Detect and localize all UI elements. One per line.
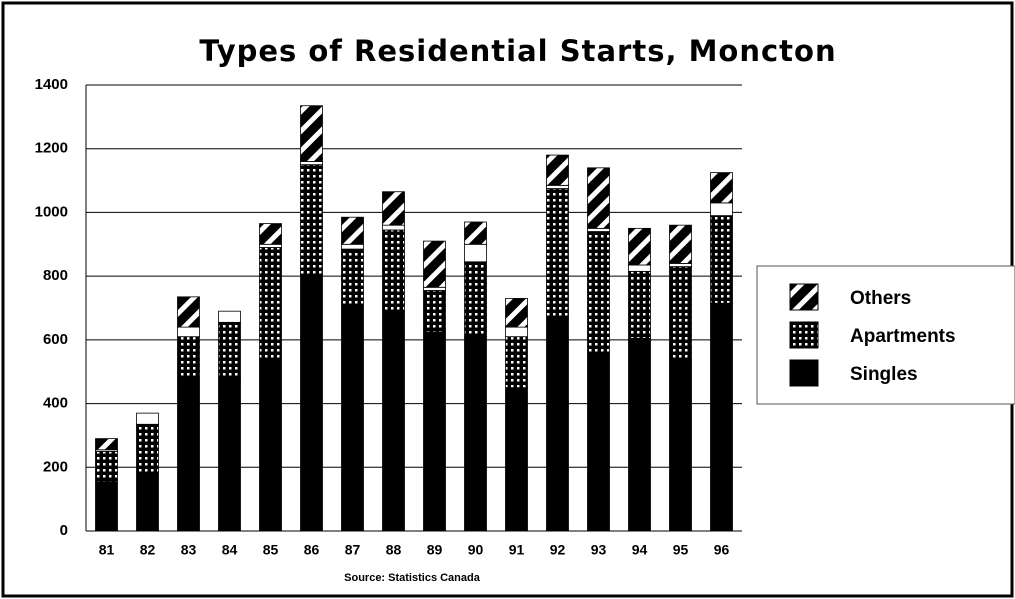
bar-segment	[628, 264, 651, 272]
bar-segment	[505, 336, 528, 389]
bar-segment	[587, 353, 610, 532]
bar-segment	[710, 202, 733, 217]
y-tick-label: 1400	[35, 76, 68, 93]
legend-swatch	[789, 283, 819, 311]
bar-segment	[464, 221, 487, 245]
x-tick-label: 83	[181, 542, 197, 558]
bar-segment	[95, 438, 118, 451]
bar-segment	[423, 290, 446, 333]
bar-segment	[423, 240, 446, 288]
bar-segment	[218, 377, 241, 532]
bar-segment	[628, 337, 651, 532]
legend-swatch	[789, 321, 819, 349]
x-tick-label: 82	[140, 542, 156, 558]
x-tick-label: 84	[222, 542, 238, 558]
bar-segment	[382, 224, 405, 231]
bar-segment	[382, 310, 405, 532]
bar-segment	[628, 227, 651, 266]
bar-segment	[423, 331, 446, 532]
bar-segment	[669, 262, 692, 267]
bar-segment	[710, 172, 733, 204]
bar-segment	[218, 310, 241, 323]
bar-segment	[259, 243, 282, 248]
x-tick-label: 87	[345, 542, 361, 558]
bar-segment	[341, 304, 364, 532]
y-tick-label: 1200	[35, 140, 68, 157]
bar-segment	[546, 315, 569, 532]
bar-segment	[710, 215, 733, 304]
bar-segment	[341, 216, 364, 245]
bar-segment	[464, 261, 487, 338]
bar-segment	[136, 412, 159, 425]
bar-segment	[259, 358, 282, 532]
bar-segment	[423, 286, 446, 291]
bar-segment	[669, 224, 692, 264]
y-tick-label: 1000	[35, 203, 68, 220]
x-tick-label: 81	[99, 542, 115, 558]
y-tick-label: 400	[43, 395, 68, 412]
bar-segment	[587, 227, 610, 232]
x-tick-label: 85	[263, 542, 279, 558]
x-tick-label: 92	[550, 542, 566, 558]
bar-segment	[341, 248, 364, 306]
x-tick-label: 91	[509, 542, 525, 558]
bar-segment	[505, 298, 528, 328]
legend-swatch	[789, 359, 819, 387]
bar-segment	[218, 321, 241, 379]
bar-segment	[136, 471, 159, 532]
y-tick-label: 0	[60, 522, 68, 539]
y-tick-label: 200	[43, 458, 68, 475]
bar-segment	[95, 450, 118, 483]
bar-segment	[259, 223, 282, 245]
y-tick-label: 600	[43, 331, 68, 348]
bar-segment	[587, 167, 610, 229]
bar-segment	[341, 243, 364, 250]
bar-segment	[382, 191, 405, 226]
bar-segment	[546, 184, 569, 189]
y-tick-label: 800	[43, 267, 68, 284]
bar-segment	[505, 326, 528, 338]
legend-label: Apartments	[850, 326, 956, 347]
bar-segment	[669, 266, 692, 361]
legend-label: Others	[850, 288, 911, 309]
x-tick-label: 96	[714, 542, 730, 558]
bar-segment	[464, 243, 487, 263]
bar-segment	[710, 302, 733, 532]
bar-segment	[300, 105, 323, 162]
bar-segment	[95, 481, 118, 532]
bar-segment	[382, 229, 405, 312]
bar-segment	[669, 360, 692, 532]
bar-segment	[177, 326, 200, 338]
bar-segment	[546, 188, 569, 317]
x-tick-label: 89	[427, 542, 443, 558]
bar-segment	[464, 336, 487, 532]
bar-segment	[300, 164, 323, 275]
bar-segment	[628, 270, 651, 339]
x-tick-label: 90	[468, 542, 484, 558]
legend-label: Singles	[850, 364, 918, 385]
bar-segment	[136, 423, 159, 473]
chart-title: Types of Residential Starts, Moncton	[199, 34, 836, 68]
bar-segment	[300, 274, 323, 532]
bar-segment	[177, 376, 200, 532]
x-tick-label: 93	[591, 542, 607, 558]
bar-segment	[177, 296, 200, 328]
x-tick-label: 95	[673, 542, 689, 558]
source: Source: Statistics Canada	[344, 572, 481, 584]
x-tick-label: 94	[632, 542, 648, 558]
x-tick-label: 86	[304, 542, 320, 558]
bar-segment	[546, 154, 569, 186]
bar-segment	[300, 161, 323, 166]
bar-segment	[259, 247, 282, 360]
x-tick-label: 88	[386, 542, 402, 558]
bar-segment	[587, 231, 610, 355]
bar-segment	[505, 387, 528, 532]
bar-segment	[177, 336, 200, 377]
